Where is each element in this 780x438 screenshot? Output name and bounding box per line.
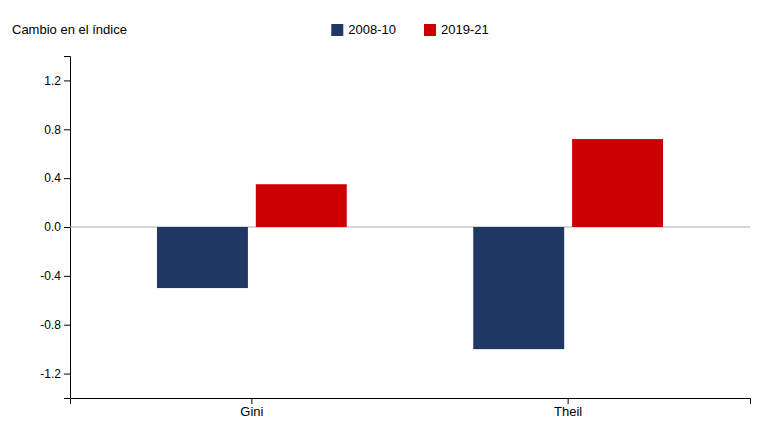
bars [70, 139, 750, 349]
x-tick: Theil [554, 398, 582, 419]
y-tick: -1.2 [40, 367, 70, 381]
x-tick: Gini [240, 398, 263, 419]
legend-swatch [331, 24, 343, 36]
chart: -1.2 -0.8 -0.4 0.0 0.4 0.8 1.2 Gini Theil Cambio … [0, 0, 780, 438]
y-tick-label: 0.8 [44, 123, 61, 137]
y-tick-label: -0.8 [40, 318, 61, 332]
x-axis-line [71, 399, 751, 405]
y-tick-mark [64, 374, 70, 375]
x-tick-mark [251, 398, 252, 404]
y-tick: 0.0 [44, 220, 70, 234]
bar [572, 139, 663, 227]
x-tick-label: Theil [554, 404, 582, 419]
legend-label: 2019-21 [441, 22, 489, 37]
bar [256, 184, 347, 227]
bar [157, 227, 248, 288]
y-tick-label: 0.4 [44, 171, 61, 185]
y-tick: -0.8 [40, 318, 70, 332]
y-tick: 1.2 [44, 74, 70, 88]
y-tick-mark [64, 178, 70, 179]
x-tick-mark [568, 398, 569, 404]
y-tick-label: 0.0 [44, 220, 61, 234]
y-axis-title: Cambio en el índice [12, 22, 127, 37]
y-tick: 0.4 [44, 171, 70, 185]
legend-label: 2008-10 [348, 22, 396, 37]
x-tick-label: Gini [240, 404, 263, 419]
y-axis-line [64, 57, 71, 399]
y-tick-label: -0.4 [40, 269, 61, 283]
y-tick-mark [64, 276, 70, 277]
y-tick-mark [64, 80, 70, 81]
y-tick-mark [64, 129, 70, 130]
y-tick-label: -1.2 [40, 367, 61, 381]
bar-series [157, 227, 564, 349]
y-tick: 0.8 [44, 123, 70, 137]
y-tick: -0.4 [40, 269, 70, 283]
plot: -1.2 -0.8 -0.4 0.0 0.4 0.8 1.2 Gini Theil [40, 57, 750, 420]
legend-item: 2008-10 [331, 22, 396, 37]
bar-series [256, 139, 663, 227]
x-axis: Gini Theil [71, 398, 751, 419]
bar [473, 227, 564, 349]
legend-swatch [424, 24, 436, 36]
y-tick-mark [64, 227, 70, 228]
y-tick-mark [64, 325, 70, 326]
legend-item: 2019-21 [424, 22, 489, 37]
y-axis: -1.2 -0.8 -0.4 0.0 0.4 0.8 1.2 [40, 57, 70, 399]
legend: 2008-10 2019-21 [331, 22, 488, 37]
y-tick-label: 1.2 [44, 74, 61, 88]
